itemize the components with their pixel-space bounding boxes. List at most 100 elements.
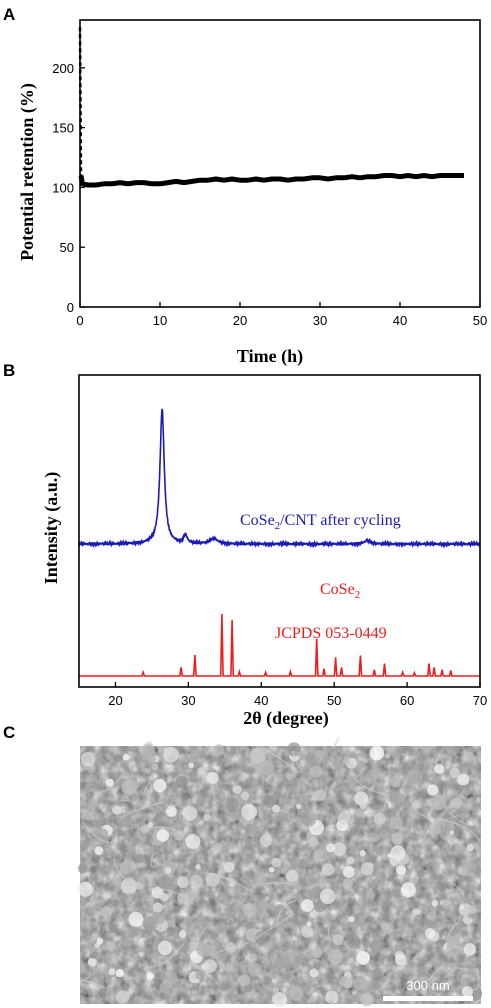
sem-particle — [77, 863, 88, 874]
sem-particle — [134, 853, 145, 864]
sem-particle — [250, 748, 266, 764]
sem-particle — [391, 832, 404, 845]
sem-particle — [437, 873, 444, 881]
scale-bar-label: 300 nm — [406, 978, 449, 993]
sem-particle — [77, 881, 93, 897]
sem-particle — [309, 968, 319, 978]
sem-particle — [138, 951, 144, 957]
sem-particle — [152, 902, 163, 913]
sem-particle — [459, 904, 465, 910]
sem-particle — [309, 765, 322, 778]
sem-nanotube — [194, 922, 212, 949]
sem-nanotube — [215, 942, 250, 954]
sem-particle — [108, 968, 116, 976]
sem-particle — [297, 750, 306, 759]
sem-nanotube — [279, 842, 298, 867]
sem-particle — [157, 875, 173, 891]
sem-particle — [177, 892, 189, 904]
sem-nanotube — [79, 979, 106, 989]
sem-particle — [455, 843, 466, 855]
sem-particle — [87, 957, 97, 967]
sem-particle — [174, 766, 180, 772]
sem-particle — [434, 763, 445, 774]
sem-particle — [254, 871, 267, 884]
sem-particle — [196, 942, 212, 957]
sem-particle — [241, 803, 257, 820]
sem-particle — [152, 909, 167, 924]
sem-particle — [112, 805, 122, 815]
sem-particle — [314, 849, 324, 859]
sem-particle — [163, 746, 179, 763]
sem-particle — [296, 803, 302, 810]
sem-particle — [408, 769, 423, 785]
sem-particle — [105, 778, 114, 787]
sem-particle — [430, 794, 447, 811]
sem-particle — [121, 779, 138, 795]
panel-b-xlabel: 2θ (degree) — [243, 708, 329, 729]
sem-nanotube — [81, 881, 95, 910]
x-tick-label: 40 — [393, 313, 407, 328]
panel-a-ylabel: Potential retention (%) — [17, 83, 38, 261]
sem-particle — [389, 816, 403, 830]
sem-nanotube — [372, 795, 389, 822]
sem-particle — [177, 876, 189, 889]
sem-particle — [122, 753, 130, 761]
sem-nanotube — [255, 913, 295, 940]
sem-nanotube — [258, 882, 293, 886]
sem-particle — [416, 869, 425, 878]
sem-particle — [389, 854, 401, 866]
sem-particle — [464, 751, 474, 761]
sem-particle — [272, 804, 280, 813]
sem-particle — [205, 872, 220, 887]
sem-particle — [100, 906, 113, 918]
sem-particle — [176, 939, 190, 953]
sem-particle — [84, 812, 93, 821]
sem-particle — [195, 970, 205, 980]
sem-particle — [428, 910, 437, 919]
sem-particle — [203, 959, 217, 973]
sem-nanotube — [349, 768, 392, 797]
sem-particle — [226, 797, 240, 811]
sem-particle — [384, 753, 391, 759]
sem-particle — [115, 990, 130, 1004]
sem-nanotube — [113, 858, 144, 888]
sem-particle — [313, 962, 321, 971]
sem-particle — [185, 834, 201, 849]
sem-particle — [254, 931, 267, 944]
sem-particle — [292, 888, 298, 895]
sem-particle — [306, 921, 312, 927]
y-tick-label: 150 — [52, 121, 74, 136]
sem-particle — [349, 850, 354, 855]
sem-nanotube — [101, 770, 126, 793]
panel-b-ylabel: Intensity (a.u.) — [41, 472, 62, 585]
sem-particle — [115, 969, 124, 978]
sem-nanotube — [138, 826, 176, 831]
sem-particle — [348, 916, 355, 922]
sem-particle — [395, 954, 407, 966]
sem-particle — [360, 993, 374, 1007]
sem-particle — [167, 853, 174, 861]
sem-particle — [147, 821, 153, 828]
sem-particle — [94, 846, 104, 855]
sem-nanotube — [256, 747, 297, 771]
sem-nanotube — [327, 921, 330, 940]
sem-particle — [278, 927, 283, 932]
sem-particle — [116, 812, 131, 828]
panel-label-c: C — [3, 723, 15, 742]
sem-particle — [174, 830, 185, 841]
sem-particle — [106, 941, 117, 951]
sem-micrograph: 300 nm — [77, 736, 483, 1007]
sem-nanotube — [310, 984, 333, 995]
sem-particle — [314, 789, 327, 801]
sem-particle — [128, 911, 144, 927]
sem-particle — [159, 892, 169, 902]
sem-particle — [332, 934, 344, 945]
sem-particle — [301, 899, 314, 912]
sem-particle — [399, 793, 404, 799]
sem-particle — [265, 896, 270, 901]
sem-particle — [390, 776, 401, 788]
sem-particle — [243, 903, 258, 918]
sem-particle — [300, 811, 317, 827]
sem-nanotube — [456, 909, 480, 925]
sem-particle — [176, 775, 188, 788]
